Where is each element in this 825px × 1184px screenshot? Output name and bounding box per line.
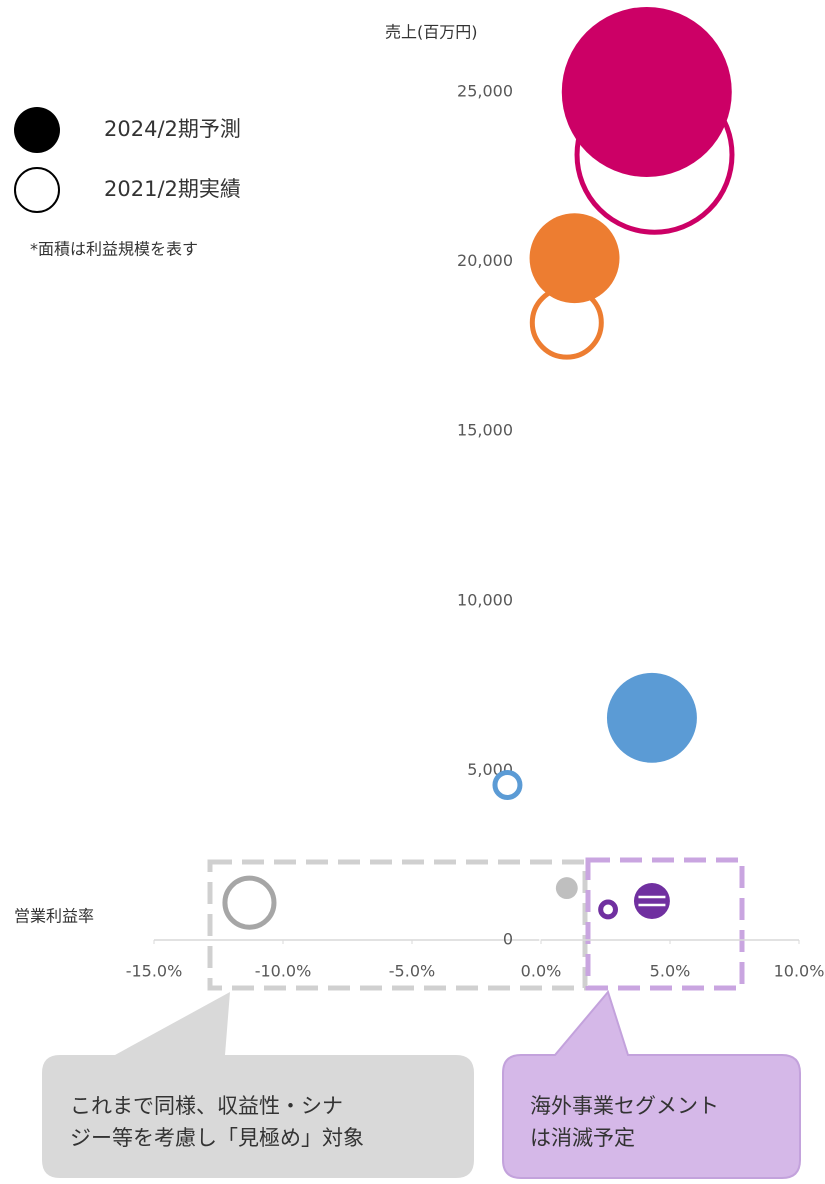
bubble	[606, 672, 697, 763]
y-tick-label: 0	[503, 930, 513, 949]
legend-label: 2024/2期予測	[104, 117, 241, 141]
callout-text: 海外事業セグメント	[530, 1094, 719, 1118]
x-tick-label: -15.0%	[126, 962, 183, 981]
callout-text: ジー等を考慮し「見極め」対象	[70, 1126, 364, 1150]
x-tick-label: -10.0%	[255, 962, 312, 981]
gray-dashed-box	[207, 859, 588, 991]
legend-marker	[14, 167, 60, 213]
x-tick-label: -5.0%	[389, 962, 435, 981]
purple-callout	[502, 989, 801, 1179]
y-tick-label: 20,000	[457, 251, 513, 270]
x-tick-label: 5.0%	[650, 962, 691, 981]
bubble	[561, 7, 732, 177]
x-axis-label: 営業利益率	[14, 907, 94, 926]
bubble	[555, 877, 578, 900]
bubble	[529, 213, 620, 304]
callout-text: これまで同様、収益性・シナ	[70, 1094, 343, 1118]
note: *面積は利益規模を表す	[30, 240, 198, 259]
y-tick-label: 5,000	[467, 760, 513, 779]
legend-marker	[14, 107, 60, 153]
purple-dashed-box	[585, 857, 745, 991]
bubble	[598, 899, 618, 920]
gray-callout	[42, 992, 474, 1178]
bubble	[492, 769, 523, 800]
x-tick-label: 10.0%	[774, 962, 825, 981]
y-tick-label: 15,000	[457, 421, 513, 440]
y-tick-label: 25,000	[457, 82, 513, 101]
y-axis-label: 売上(百万円)	[385, 23, 478, 42]
y-tick-label: 10,000	[457, 590, 513, 609]
x-tick-label: 0.0%	[521, 962, 562, 981]
legend-label: 2021/2期実績	[104, 177, 241, 201]
callout-text: は消滅予定	[530, 1126, 635, 1150]
bubble	[633, 883, 670, 919]
bubble	[222, 875, 277, 930]
